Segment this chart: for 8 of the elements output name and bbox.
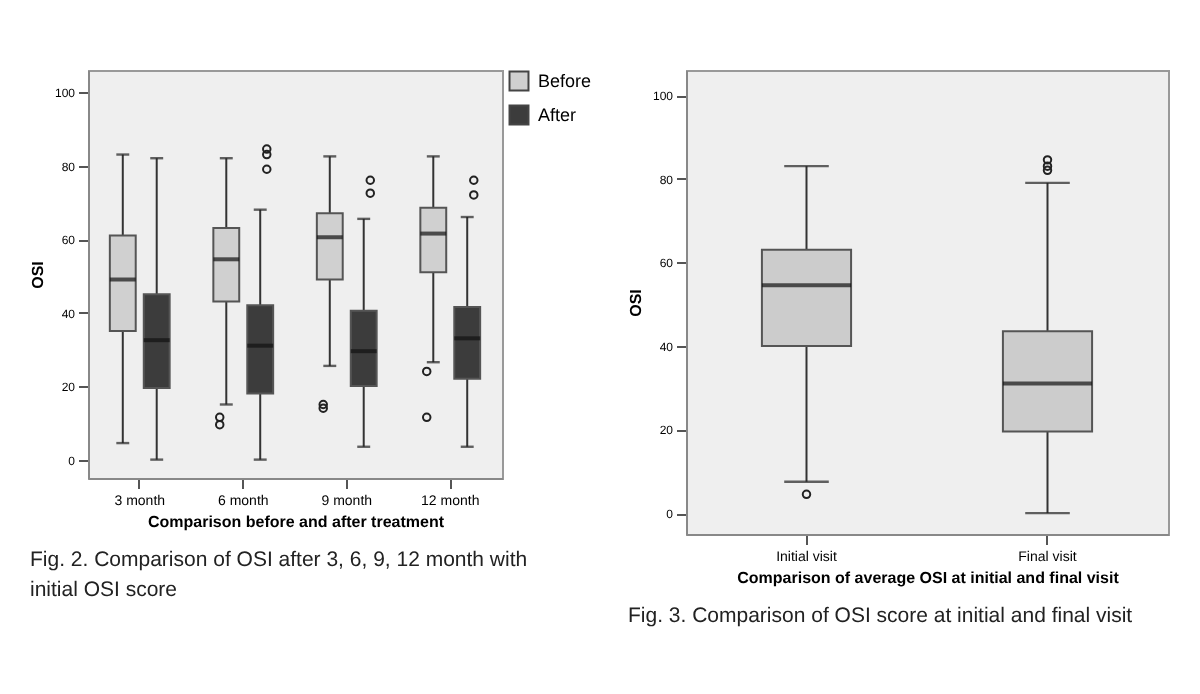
caption: Fig. 3. Comparison of OSI score at initial and final visit [627,604,1133,628]
caption: Fig. 2. Comparison of OSI after 3, 6, 9, 12 month with initial OSI score [29,548,528,602]
legend-label: After [538,105,577,125]
legend-label: Before [538,71,592,91]
x-axis-title: Comparison before and after treatment [147,513,445,531]
y-axis-title: OSI [626,289,645,317]
x-axis-title: Comparison of average OSI at initial and final visit [737,569,1120,587]
y-axis-title: OSI [28,261,47,289]
